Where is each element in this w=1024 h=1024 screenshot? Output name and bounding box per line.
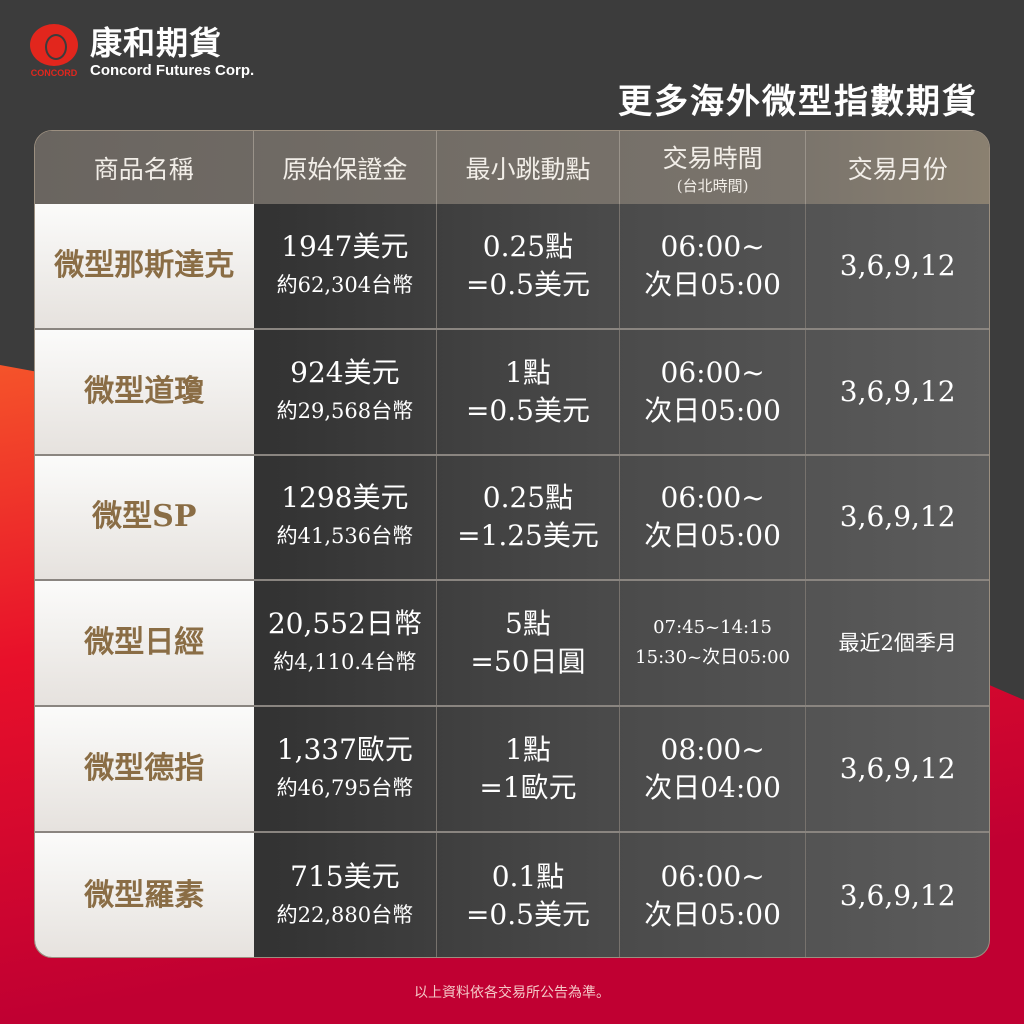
table-row: 微型那斯達克 1947美元 約62,304台幣 0.25點 =0.5美元 06:00… [35, 204, 989, 330]
product-name: 微型日經 [35, 581, 254, 706]
trading-hours-cell: 06:00~ 次日05:00 [620, 455, 807, 580]
page-title: 更多海外微型指數期貨 [618, 82, 978, 122]
months-cell: 最近2個季月 [838, 631, 957, 656]
margin-cell: 1947美元 約62,304台幣 [254, 204, 438, 328]
table-row: 微型日經 20,552日幣 約4,110.4台幣 5點 =50日圓 07:45~14… [35, 581, 989, 708]
table-row: 微型羅素 715美元 約22,880台幣 0.1點 =0.5美元 06:00~ 次日0… [35, 832, 989, 957]
logo-chinese-name: 康和期貨 [90, 24, 223, 62]
tick-cell: 1點 =1歐元 [437, 707, 620, 831]
header-name: 商品名稱 [35, 131, 254, 204]
trading-hours-cell: 06:00~ 次日05:00 [620, 832, 807, 957]
company-logo: CONCORD 康和期貨 Concord Futures Corp. [26, 24, 254, 79]
futures-table: 商品名稱 原始保證金 最小跳動點 交易時間 (台北時間) 交易月份 微型那斯達克 … [34, 130, 990, 958]
tick-cell: 0.25點 =1.25美元 [437, 455, 620, 580]
tick-cell: 0.25點 =0.5美元 [437, 204, 620, 328]
table-header: 商品名稱 原始保證金 最小跳動點 交易時間 (台北時間) 交易月份 [35, 131, 989, 204]
margin-cell: 1,337歐元 約46,795台幣 [254, 707, 438, 831]
months-cell: 3,6,9,12 [839, 374, 956, 408]
trading-hours-cell: 07:45~14:15 15:30~次日05:00 [620, 581, 807, 706]
logo-english-name: Concord Futures Corp. [90, 62, 255, 79]
trading-hours-cell: 06:00~ 次日05:00 [620, 204, 807, 328]
header-time: 交易時間 (台北時間) [620, 131, 807, 204]
product-name: 微型那斯達克 [35, 204, 254, 328]
margin-cell: 20,552日幣 約4,110.4台幣 [254, 581, 438, 706]
tick-cell: 1點 =0.5美元 [437, 329, 620, 454]
table-row: 微型道瓊 924美元 約29,568台幣 1點 =0.5美元 06:00~ 次日05:… [35, 329, 989, 456]
margin-cell: 715美元 約22,880台幣 [254, 832, 438, 957]
product-name: 微型SP [35, 455, 254, 580]
months-cell: 3,6,9,12 [839, 878, 956, 912]
table-row: 微型德指 1,337歐元 約46,795台幣 1點 =1歐元 08:00~ 次日04:… [35, 707, 989, 833]
months-cell: 3,6,9,12 [839, 752, 956, 786]
product-name: 微型羅素 [35, 832, 254, 957]
concord-logo-icon: CONCORD [26, 24, 82, 78]
months-cell: 3,6,9,12 [839, 500, 956, 534]
trading-hours-cell: 06:00~ 次日05:00 [620, 329, 807, 454]
table-row: 微型SP 1298美元 約41,536台幣 0.25點 =1.25美元 06:00~… [35, 455, 989, 582]
margin-cell: 924美元 約29,568台幣 [254, 329, 438, 454]
header-tick: 最小跳動點 [437, 131, 620, 204]
header-months: 交易月份 [847, 154, 948, 184]
months-cell: 3,6,9,12 [839, 248, 956, 282]
trading-hours-cell: 08:00~ 次日04:00 [620, 707, 807, 831]
product-name: 微型德指 [35, 707, 254, 831]
product-name: 微型道瓊 [35, 329, 254, 454]
margin-cell: 1298美元 約41,536台幣 [254, 455, 438, 580]
tick-cell: 0.1點 =0.5美元 [437, 832, 620, 957]
footer-note: 以上資料依各交易所公告為準。 [414, 985, 610, 1001]
tick-cell: 5點 =50日圓 [437, 581, 620, 706]
header-margin: 原始保證金 [254, 131, 438, 204]
